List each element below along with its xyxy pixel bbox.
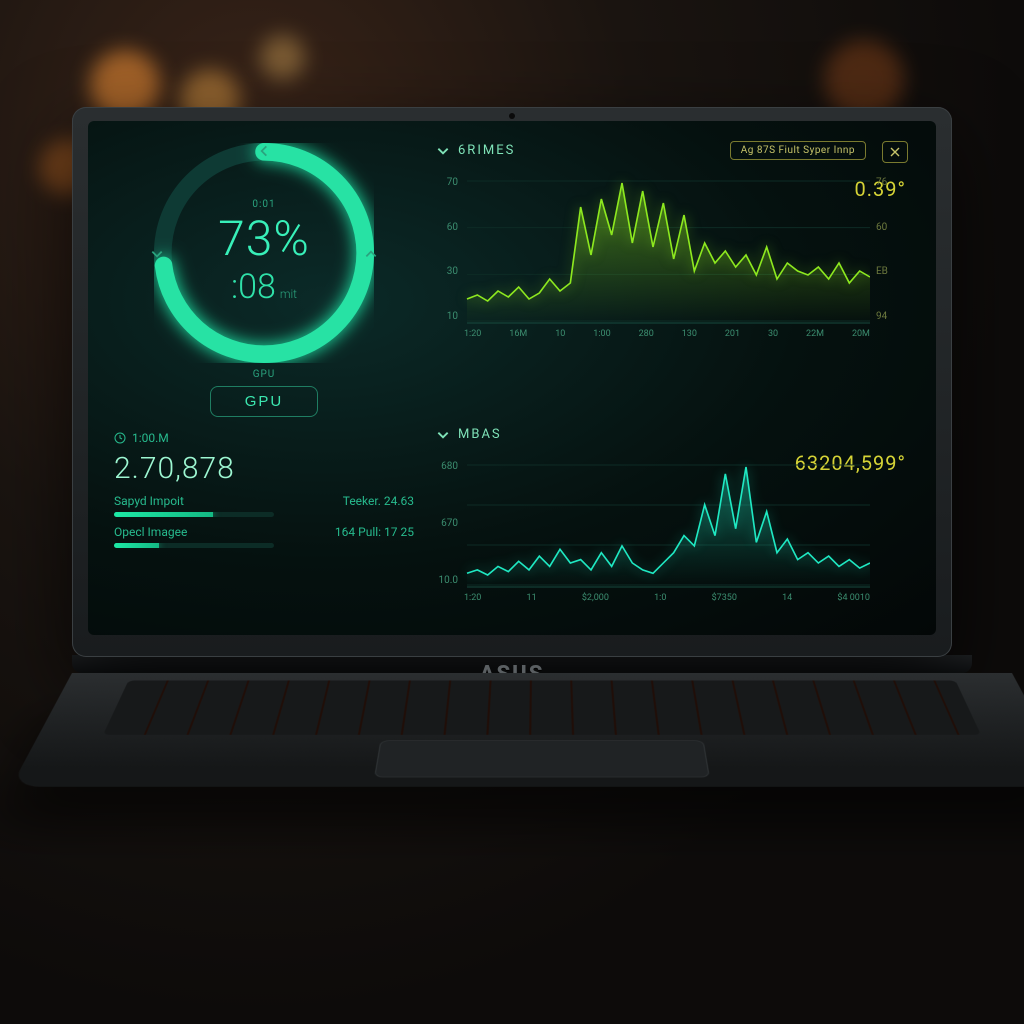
x-tick: 1:20 [464, 329, 481, 339]
x-tick: 1:20 [464, 593, 481, 603]
x-tick: 14 [782, 593, 792, 603]
y-tick-right: 76 [876, 177, 902, 188]
laptop-keyboard [11, 673, 1024, 787]
y-tick: 680 [432, 461, 458, 472]
y-tick: 670 [432, 518, 458, 529]
x-tick: 11 [527, 593, 537, 603]
gpu-small-label: GPU [253, 369, 276, 380]
clock-icon [114, 432, 126, 444]
stat-value: 164 Pull: 17 25 [335, 525, 414, 539]
x-tick: 130 [682, 329, 697, 339]
gauge-sub: :08 mit [231, 267, 297, 307]
y-tick: 30 [432, 266, 458, 277]
y-tick: 10 [432, 311, 458, 322]
clock-value: 1:00.M [132, 431, 169, 445]
stat-row: Opecl Imagee 164 Pull: 17 25 [114, 525, 414, 539]
stats-section: 1:00.M 2.70,878 Sapyd Impoit Teeker. 24.6… [114, 427, 414, 617]
panel-title: 6RIMES [458, 143, 515, 158]
webcam-dot [509, 113, 515, 119]
gauge-section: 0:01 73% :08 mit GPU GPU [114, 143, 414, 417]
close-button[interactable] [882, 141, 908, 163]
stat-row: Sapyd Impoit Teeker. 24.63 [114, 494, 414, 508]
chart-mbas: 68067010.01:2011$2,0001:0$735014$4 0010 [436, 455, 870, 605]
y-tick-right: 60 [876, 222, 902, 233]
panel-mbas: MBAS 63204,599° 68067010.01:2011$2,0001:… [436, 427, 910, 617]
gauge-sub-value: :08 [231, 267, 276, 307]
stat-value: Teeker. 24.63 [343, 494, 414, 508]
panel-header[interactable]: MBAS [436, 427, 910, 442]
x-tick: 30 [768, 329, 778, 339]
clock-label: 1:00.M [114, 431, 169, 445]
x-tick: $2,000 [582, 593, 609, 603]
stat-meter [114, 543, 274, 548]
x-tick: 16M [509, 329, 527, 339]
x-tick: 22M [806, 329, 824, 339]
stat-meter [114, 512, 274, 517]
gauge-percent: 73% [218, 210, 310, 267]
gpu-button[interactable]: GPU [210, 386, 319, 417]
y-tick-right: 94 [876, 311, 902, 322]
chevron-down-icon [436, 428, 450, 442]
x-tick: 20M [852, 329, 870, 339]
info-badge[interactable]: Ag 87S Fiult Syper Innp [730, 141, 866, 160]
close-icon [889, 146, 901, 158]
gauge-small-label: 0:01 [252, 199, 275, 210]
screen-bezel: 0:01 73% :08 mit GPU GPU [72, 107, 952, 657]
chart-grimes: 706030107660EB941:2016M101:0028013020130… [436, 171, 870, 341]
x-tick: 10 [555, 329, 565, 339]
stats-big-number: 2.70,878 [114, 451, 414, 486]
usage-gauge: 0:01 73% :08 mit [154, 143, 374, 363]
dashboard-screen: 0:01 73% :08 mit GPU GPU [88, 121, 936, 635]
y-tick: 60 [432, 222, 458, 233]
stat-label: Sapyd Impoit [114, 494, 184, 508]
chevron-down-icon [436, 144, 450, 158]
gauge-sub-unit: mit [280, 287, 297, 301]
x-tick: 280 [639, 329, 654, 339]
x-tick: 1:00 [593, 329, 610, 339]
y-tick: 10.0 [432, 575, 458, 586]
panel-grimes: 6RIMES Ag 87S Fiult Syper Innp 0.39° 706… [436, 143, 910, 417]
x-tick: 1:0 [654, 593, 666, 603]
x-axis: 1:20 11 $2,000 1:0 $7350 14 $4 0010 [464, 593, 870, 603]
panel-title: MBAS [458, 427, 502, 442]
x-tick: $4 0010 [837, 593, 870, 603]
x-tick: 201 [725, 329, 740, 339]
y-tick: 70 [432, 177, 458, 188]
stat-label: Opecl Imagee [114, 525, 187, 539]
x-tick: $7350 [712, 593, 737, 603]
y-tick-right: EB [876, 266, 902, 277]
x-axis: 1:20 16M 10 1:00 280 130 201 30 22M 20M [464, 329, 870, 339]
laptop-mockup: 0:01 73% :08 mit GPU GPU [72, 107, 952, 887]
